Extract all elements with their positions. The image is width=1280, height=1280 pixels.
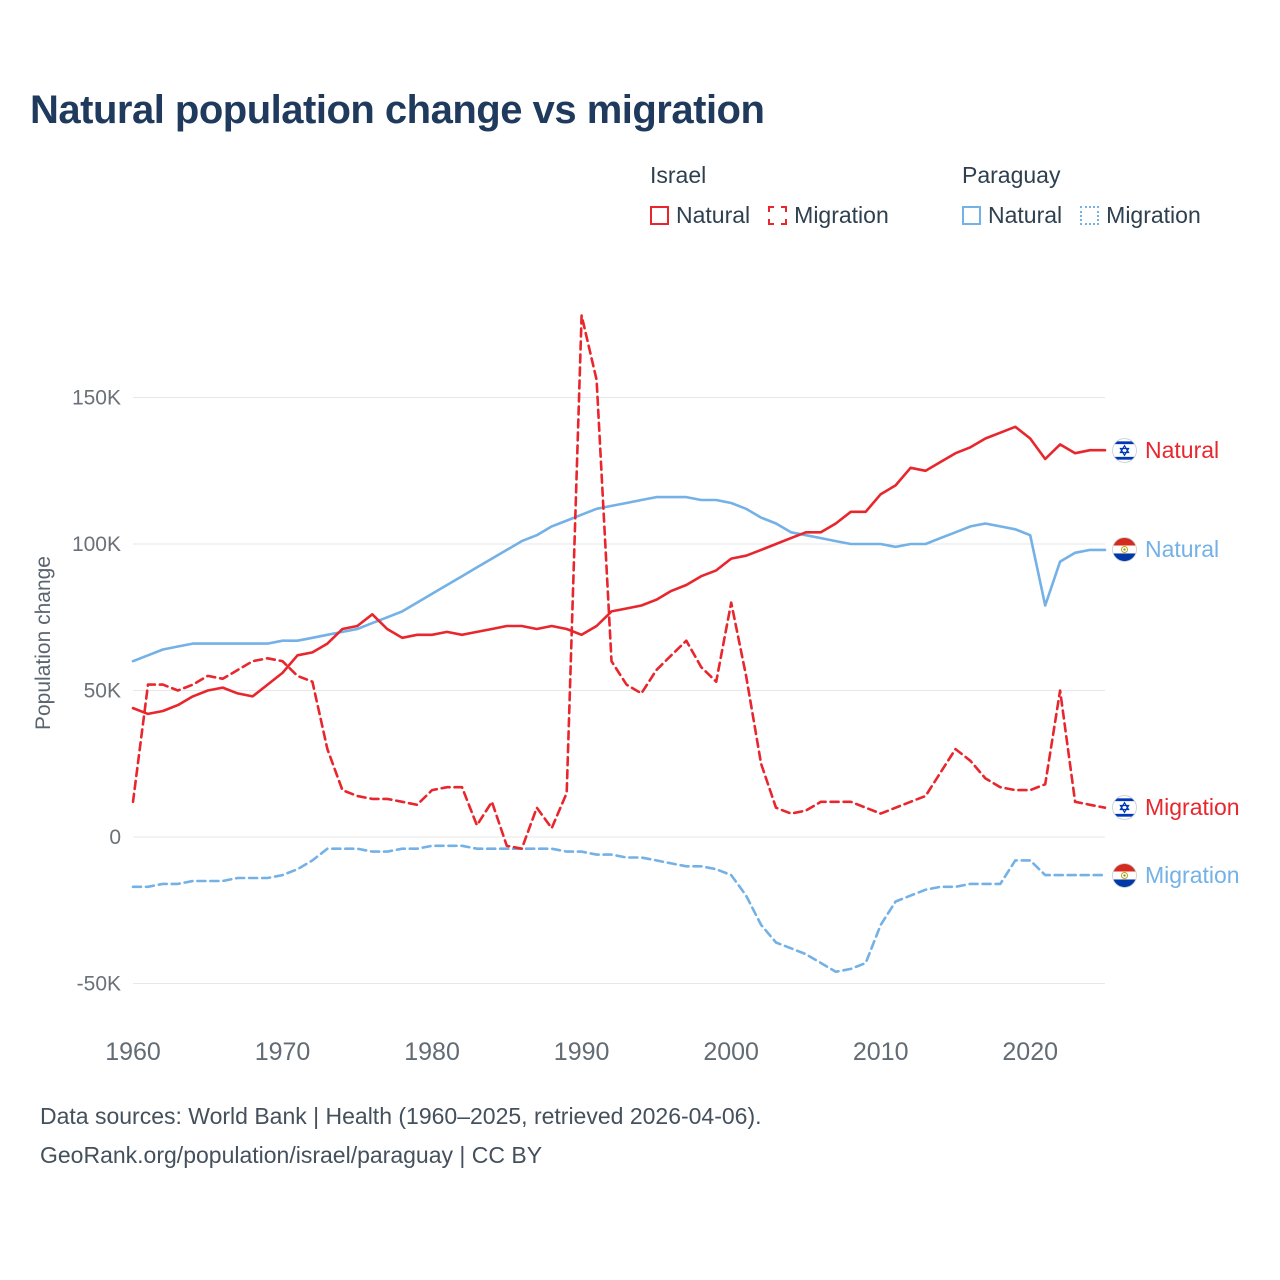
- paraguay-flag-icon: [1112, 537, 1137, 562]
- series-end-label-text: Natural: [1145, 436, 1220, 463]
- legend-group-label-israel: Israel: [650, 162, 707, 188]
- svg-text:2000: 2000: [703, 1038, 759, 1066]
- svg-text:0: 0: [109, 826, 121, 849]
- series-end-label-israel-migration: Migration: [1112, 794, 1240, 822]
- legend-group-israel: Israel Natural Migration: [650, 162, 889, 229]
- series-end-label-text: Migration: [1145, 794, 1240, 821]
- svg-text:2010: 2010: [853, 1038, 909, 1066]
- svg-text:1990: 1990: [554, 1038, 610, 1066]
- y-axis-title: Population change: [32, 556, 55, 730]
- legend-item-israel-migration: Migration: [768, 202, 889, 229]
- legend-swatch-paraguay-migration-icon: [1080, 206, 1100, 225]
- legend-swatch-israel-migration-icon: [768, 206, 788, 225]
- series-end-label-text: Natural: [1145, 536, 1220, 563]
- svg-text:1960: 1960: [105, 1038, 161, 1066]
- svg-text:1970: 1970: [255, 1038, 311, 1066]
- series-end-label-israel-natural: Natural: [1112, 436, 1219, 464]
- page-title: Natural population change vs migration: [30, 88, 765, 132]
- legend-swatch-israel-natural-icon: [650, 206, 669, 225]
- attribution-text: GeoRank.org/population/israel/paraguay |…: [40, 1142, 543, 1168]
- series-end-label-text: Migration: [1145, 861, 1240, 888]
- legend-group-label-paraguay: Paraguay: [962, 162, 1061, 188]
- legend-group-paraguay: Paraguay Natural Migration: [962, 162, 1201, 229]
- legend-item-label: Migration: [794, 202, 889, 228]
- series-end-label-paraguay-natural: Natural: [1112, 536, 1219, 564]
- legend-swatch-paraguay-natural-icon: [962, 206, 981, 225]
- legend-item-israel-natural: Natural: [650, 202, 750, 229]
- svg-text:150K: 150K: [72, 387, 121, 410]
- data-sources-text: Data sources: World Bank | Health (1960–…: [40, 1103, 762, 1129]
- svg-text:1980: 1980: [404, 1038, 460, 1066]
- svg-text:-50K: -50K: [77, 973, 121, 996]
- legend-item-label: Natural: [988, 202, 1063, 228]
- paraguay-flag-icon: [1112, 863, 1137, 888]
- series-end-label-paraguay-migration: Migration: [1112, 861, 1240, 889]
- legend-item-paraguay-natural: Natural: [962, 202, 1062, 229]
- svg-text:2020: 2020: [1002, 1038, 1058, 1066]
- svg-text:50K: 50K: [84, 680, 121, 703]
- legend-item-label: Natural: [676, 202, 751, 228]
- svg-text:100K: 100K: [72, 533, 121, 556]
- israel-flag-icon: [1112, 438, 1137, 463]
- legend-item-paraguay-migration: Migration: [1080, 202, 1201, 229]
- legend-item-label: Migration: [1106, 202, 1201, 228]
- chart-footer: Data sources: World Bank | Health (1960–…: [40, 1097, 762, 1175]
- israel-flag-icon: [1112, 795, 1137, 820]
